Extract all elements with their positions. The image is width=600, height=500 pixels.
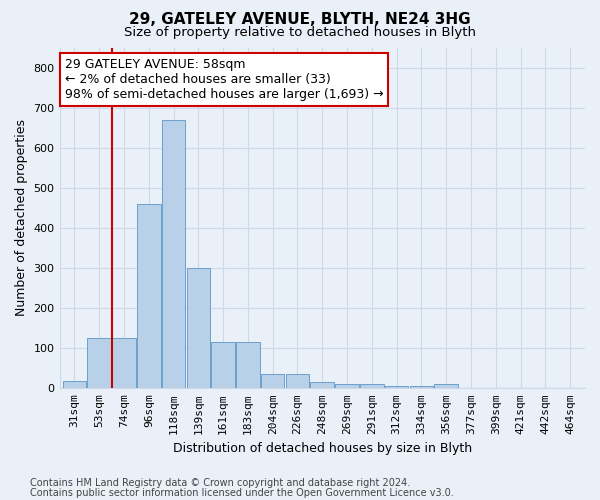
Text: Size of property relative to detached houses in Blyth: Size of property relative to detached ho… — [124, 26, 476, 39]
Bar — [187, 268, 210, 388]
Bar — [162, 120, 185, 388]
Text: Contains HM Land Registry data © Crown copyright and database right 2024.: Contains HM Land Registry data © Crown c… — [30, 478, 410, 488]
Bar — [137, 204, 161, 388]
Bar — [310, 382, 334, 388]
Bar — [335, 384, 359, 388]
Text: Contains public sector information licensed under the Open Government Licence v3: Contains public sector information licen… — [30, 488, 454, 498]
Text: 29 GATELEY AVENUE: 58sqm
← 2% of detached houses are smaller (33)
98% of semi-de: 29 GATELEY AVENUE: 58sqm ← 2% of detache… — [65, 58, 383, 100]
Bar — [88, 338, 111, 388]
Bar — [385, 386, 409, 388]
Bar — [434, 384, 458, 388]
Bar — [261, 374, 284, 388]
Text: 29, GATELEY AVENUE, BLYTH, NE24 3HG: 29, GATELEY AVENUE, BLYTH, NE24 3HG — [129, 12, 471, 28]
X-axis label: Distribution of detached houses by size in Blyth: Distribution of detached houses by size … — [173, 442, 472, 455]
Bar — [236, 342, 260, 388]
Bar — [286, 374, 309, 388]
Bar — [211, 342, 235, 388]
Y-axis label: Number of detached properties: Number of detached properties — [15, 120, 28, 316]
Bar — [62, 381, 86, 388]
Bar — [360, 384, 383, 388]
Bar — [410, 386, 433, 388]
Bar — [112, 338, 136, 388]
